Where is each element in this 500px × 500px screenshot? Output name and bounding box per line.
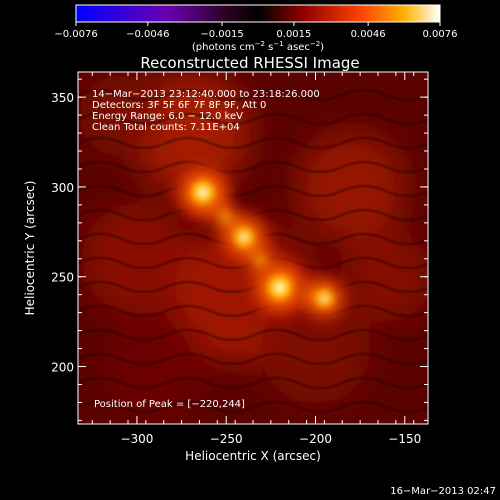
y-tick-label: 350: [51, 91, 74, 105]
y-tick-label: 200: [51, 361, 74, 375]
x-axis-label: Heliocentric X (arcsec): [185, 449, 321, 463]
y-axis-ticks: 200 250 300 350: [51, 78, 428, 421]
source-emission: [273, 281, 286, 294]
x-tick-label: −250: [210, 432, 243, 446]
ripple: [78, 184, 428, 198]
source-emission: [197, 186, 209, 199]
annotations: 14−Mar−2013 23:12:40.000 to 23:18:26.000…: [92, 89, 320, 133]
background-blob: [341, 231, 428, 322]
ripple: [78, 88, 428, 102]
ripple: [78, 376, 428, 390]
colorbar-tick-label: −0.0076: [54, 29, 97, 40]
ripple: [78, 304, 428, 318]
background-blob: [260, 293, 371, 404]
x-tick-label: −150: [388, 432, 421, 446]
background-blob: [81, 203, 192, 314]
colorbar: [75, 4, 441, 23]
annotation-line: Energy Range: 6.0 − 12.0 keV: [92, 111, 243, 122]
annotation-line: Detectors: 3F 5F 6F 7F 8F 9F, Att 0: [92, 100, 266, 111]
colorbar-units: (photons cm−2 s−1 asec−2): [192, 40, 324, 53]
background-blob: [79, 75, 160, 156]
colorbar-tick-label: 0.0076: [423, 29, 458, 40]
colorbar-tick-label: −0.0015: [200, 29, 243, 40]
annotation-line: Clean Total counts: 7.11E+04: [92, 122, 240, 133]
colorbar-tick-label: 0.0015: [276, 29, 311, 40]
peak-annotation: Position of Peak = [−220,244]: [94, 399, 245, 410]
ripple: [78, 352, 428, 366]
image-area: [78, 72, 428, 424]
ripple: [78, 136, 428, 150]
chart-title: Reconstructed RHESSI Image: [140, 54, 359, 72]
background-blob: [104, 316, 205, 417]
annotation-line: 14−Mar−2013 23:12:40.000 to 23:18:26.000: [92, 89, 320, 100]
source-emission: [319, 293, 330, 304]
source-emission: [238, 231, 250, 243]
colorbar-tick-label: 0.0046: [351, 29, 386, 40]
ripple: [78, 328, 428, 342]
x-tick-label: −200: [299, 432, 332, 446]
background-blob: [296, 131, 407, 242]
y-axis-label: Heliocentric Y (arcsec): [23, 181, 37, 316]
x-axis-ticks: −300 −250 −200 −150: [91, 72, 421, 446]
timestamp: 16−Mar−2013 02:47: [390, 486, 496, 497]
background-blob: [130, 73, 251, 194]
colorbar-tick-label: −0.0046: [126, 29, 169, 40]
ripple: [78, 160, 428, 174]
y-tick-label: 250: [51, 271, 74, 285]
y-tick-label: 300: [51, 181, 74, 195]
ripple: [78, 112, 428, 126]
sources: [173, 163, 350, 324]
x-tick-label: −300: [120, 432, 153, 446]
colorbar-ticks: −0.0076 −0.0046 −0.0015 0.0015 0.0046 0.0076: [54, 22, 458, 40]
ripple: [78, 400, 428, 414]
